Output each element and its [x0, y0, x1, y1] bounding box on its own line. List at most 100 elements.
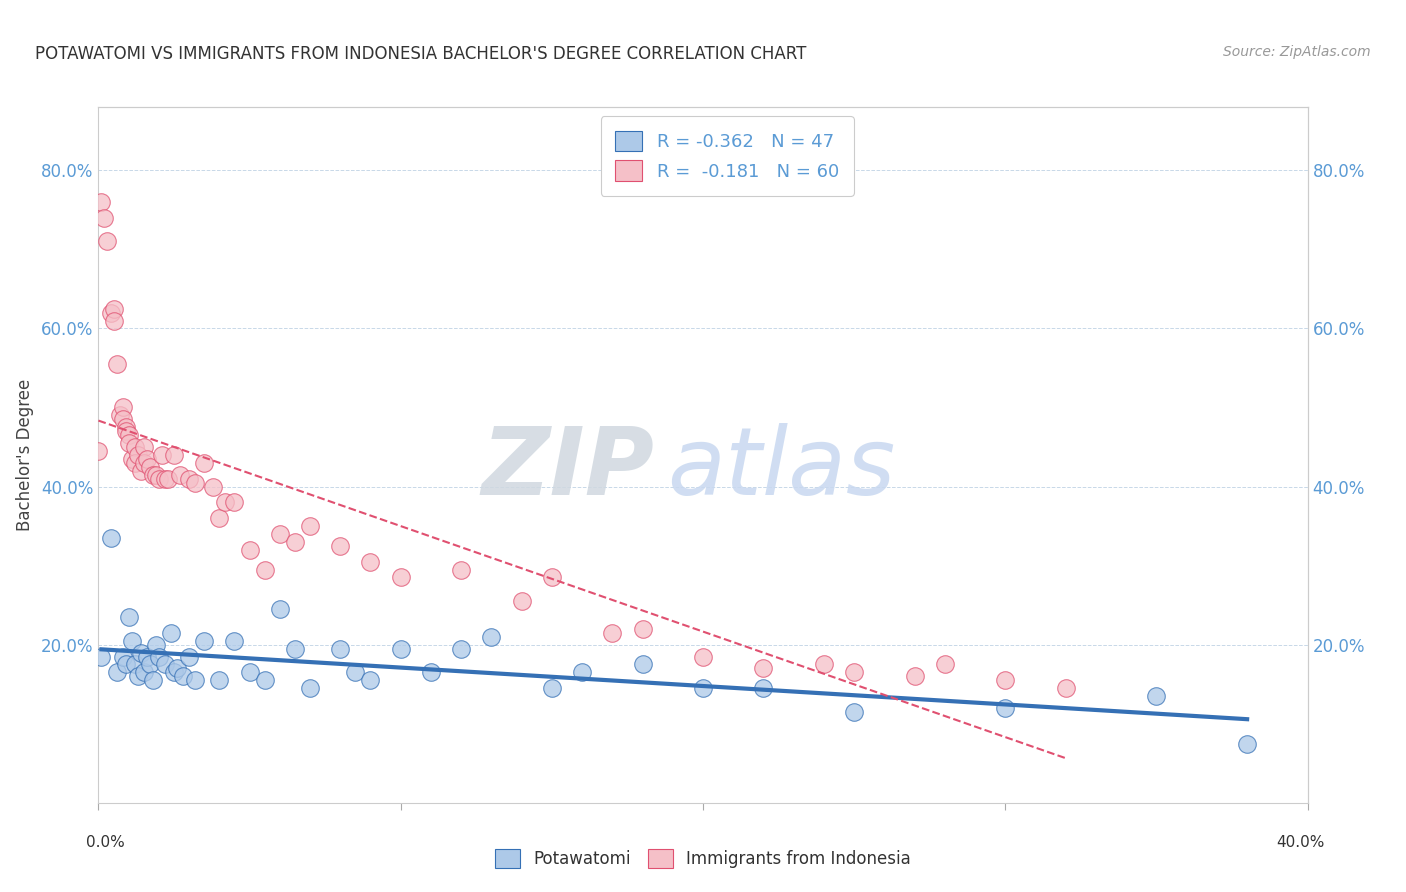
Point [169, 467, 191, 482]
Point [269, 602, 291, 616]
Point [299, 519, 322, 533]
Text: POTAWATOMI VS IMMIGRANTS FROM INDONESIA BACHELOR'S DEGREE CORRELATION CHART: POTAWATOMI VS IMMIGRANTS FROM INDONESIA … [35, 45, 807, 62]
Point [934, 657, 956, 672]
Point [904, 669, 927, 683]
Point [1054, 681, 1077, 695]
Point [105, 357, 128, 371]
Point [150, 448, 173, 462]
Point [631, 622, 654, 636]
Point [450, 641, 472, 656]
Point [114, 420, 136, 434]
Point [540, 570, 562, 584]
Point [139, 459, 162, 474]
Point [108, 409, 131, 423]
Point [127, 669, 149, 683]
Point [118, 436, 141, 450]
Point [132, 456, 155, 470]
Point [166, 661, 188, 675]
Point [179, 472, 201, 486]
Point [329, 641, 352, 656]
Text: atlas: atlas [666, 424, 896, 515]
Point [193, 456, 215, 470]
Point [202, 479, 225, 493]
Point [172, 669, 194, 683]
Point [329, 539, 352, 553]
Point [90, 649, 112, 664]
Point [118, 610, 141, 624]
Point [124, 456, 146, 470]
Point [118, 428, 141, 442]
Text: ZIP: ZIP [482, 423, 655, 515]
Point [132, 440, 155, 454]
Point [124, 657, 146, 672]
Point [481, 630, 503, 644]
Point [111, 649, 134, 664]
Point [253, 673, 276, 688]
Point [127, 448, 149, 462]
Point [420, 665, 443, 680]
Point [103, 301, 125, 316]
Point [752, 661, 775, 675]
Point [844, 705, 866, 719]
Point [124, 440, 146, 454]
Point [813, 657, 835, 672]
Point [239, 665, 262, 680]
Point [139, 657, 162, 672]
Point [994, 701, 1017, 715]
Point [299, 681, 322, 695]
Point [193, 633, 215, 648]
Point [163, 448, 186, 462]
Point [135, 649, 157, 664]
Point [1236, 737, 1258, 751]
Point [631, 657, 654, 672]
Point [844, 665, 866, 680]
Point [1144, 689, 1167, 703]
Point [129, 464, 152, 478]
Text: 40.0%: 40.0% [1277, 836, 1324, 850]
Point [142, 467, 165, 482]
Point [360, 555, 382, 569]
Point [692, 649, 714, 664]
Y-axis label: Bachelor's Degree: Bachelor's Degree [15, 379, 34, 531]
Point [994, 673, 1017, 688]
Point [540, 681, 562, 695]
Point [153, 657, 176, 672]
Point [208, 511, 231, 525]
Point [284, 641, 307, 656]
Point [224, 633, 246, 648]
Point [184, 475, 207, 490]
Point [389, 641, 412, 656]
Point [284, 534, 307, 549]
Point [111, 401, 134, 415]
Point [571, 665, 593, 680]
Point [510, 594, 533, 608]
Legend: Potawatomi, Immigrants from Indonesia: Potawatomi, Immigrants from Indonesia [488, 842, 918, 874]
Point [253, 563, 276, 577]
Point [132, 665, 155, 680]
Point [142, 673, 165, 688]
Point [114, 657, 136, 672]
Point [111, 412, 134, 426]
Point [184, 673, 207, 688]
Point [145, 638, 167, 652]
Point [100, 531, 122, 545]
Point [160, 625, 183, 640]
Point [752, 681, 775, 695]
Point [269, 527, 291, 541]
Point [692, 681, 714, 695]
Point [389, 570, 412, 584]
Point [153, 472, 176, 486]
Point [156, 472, 179, 486]
Point [93, 211, 115, 225]
Point [90, 194, 112, 209]
Point [87, 444, 110, 458]
Text: 0.0%: 0.0% [86, 836, 125, 850]
Point [148, 649, 170, 664]
Point [239, 542, 262, 557]
Point [450, 563, 472, 577]
Point [179, 649, 201, 664]
Point [145, 467, 167, 482]
Text: Source: ZipAtlas.com: Source: ZipAtlas.com [1223, 45, 1371, 59]
Point [114, 424, 136, 438]
Point [129, 646, 152, 660]
